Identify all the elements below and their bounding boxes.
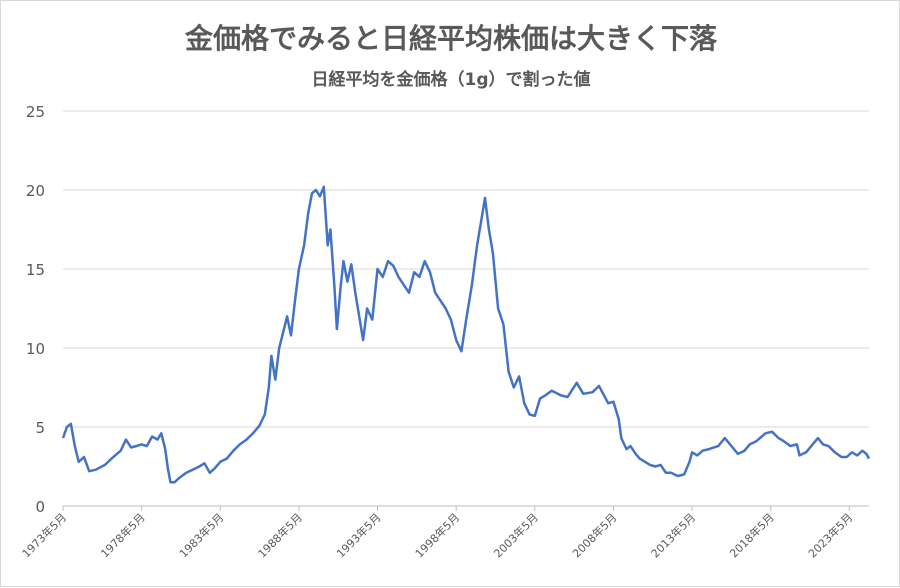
x-tick-label: 1983年5月 [176, 510, 226, 560]
chart-title: 金価格でみると日経平均株価は大きく下落 [184, 22, 717, 55]
y-tick-label: 10 [26, 340, 45, 358]
x-tick-label: 1988年5月 [255, 510, 305, 560]
x-tick-label: 2018年5月 [727, 510, 777, 560]
y-tick-label: 25 [26, 103, 45, 121]
x-tick-label: 1998年5月 [412, 510, 462, 560]
x-tick-label: 1978年5月 [98, 510, 148, 560]
x-tick-label: 2003年5月 [491, 510, 541, 560]
chart-subtitle: 日経平均を金価格（1g）で割った値 [311, 70, 591, 90]
x-tick-label: 1973年5月 [19, 510, 69, 560]
y-tick-label: 5 [35, 419, 45, 437]
y-tick-label: 15 [26, 261, 45, 279]
x-tick-label: 2008年5月 [569, 510, 619, 560]
x-tick-label: 2023年5月 [805, 510, 855, 560]
series-line [61, 185, 871, 484]
y-tick-label: 20 [26, 182, 45, 200]
y-tick-label: 0 [35, 498, 45, 516]
x-tick-label: 1993年5月 [333, 510, 383, 560]
x-tick-label: 2013年5月 [648, 510, 698, 560]
